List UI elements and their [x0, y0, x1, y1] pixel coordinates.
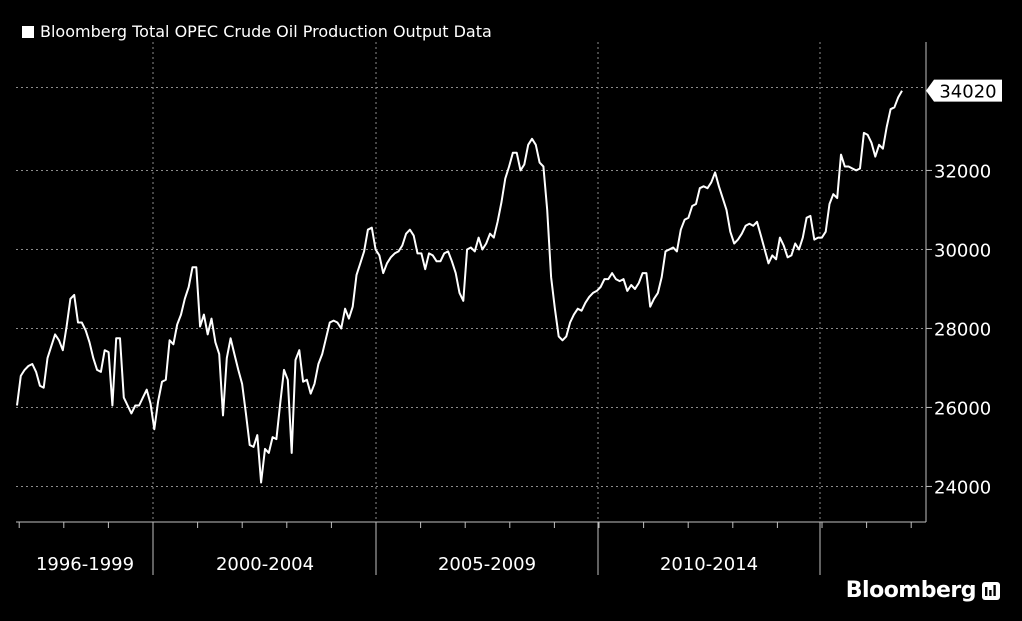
- y-tick-label: 24000: [934, 477, 991, 498]
- x-period-label: 2005-2009: [438, 554, 536, 575]
- x-axis-ticks: [18, 522, 912, 528]
- y-tick-label: 32000: [934, 161, 991, 182]
- y-tick-label: 28000: [934, 319, 991, 340]
- vertical-gridlines: [152, 42, 821, 575]
- x-period-label: 2000-2004: [216, 554, 314, 575]
- bar-chart-icon: [982, 581, 1000, 600]
- last-value-box: [926, 79, 1002, 102]
- y-tick-label: 30000: [934, 240, 991, 261]
- last-value-label: 34020: [926, 79, 1002, 103]
- chart-title: Bloomberg Total OPEC Crude Oil Productio…: [40, 22, 492, 41]
- series-line-opec-production: [16, 90, 903, 484]
- brand-name: Bloomberg: [845, 578, 977, 603]
- last-value-text: 34020: [939, 82, 996, 103]
- title-square-icon: [22, 25, 34, 38]
- x-period-label: 2010-2014: [660, 554, 758, 575]
- y-axis-ticks: [926, 169, 932, 487]
- y-tick-label: 26000: [934, 398, 991, 419]
- bloomberg-logo: Bloomberg: [846, 578, 1000, 603]
- horizontal-gridlines: [16, 87, 926, 487]
- x-period-labels: 1996-1999 2000-2004 2005-2009 2010-2014: [36, 554, 758, 575]
- chart-title-block: Bloomberg Total OPEC Crude Oil Productio…: [22, 22, 492, 41]
- y-tick-labels: 24000 26000 28000 30000 32000: [934, 161, 991, 498]
- x-period-label: 1996-1999: [36, 554, 134, 575]
